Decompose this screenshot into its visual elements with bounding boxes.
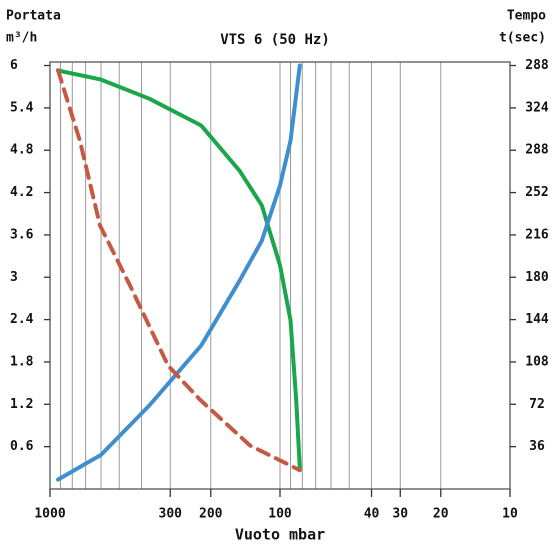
y2-tick-label: 36 [529, 439, 545, 454]
y2-tick-label: 288 [525, 143, 549, 158]
x-tick-label: 300 [159, 507, 183, 522]
y-label-1: Portata [6, 9, 61, 24]
series-line [56, 68, 302, 473]
x-tick-label: 20 [433, 507, 449, 522]
y2-tick-label: 72 [529, 397, 545, 412]
y-tick-label: 4.8 [10, 143, 34, 158]
y-tick-label: 3 [10, 270, 18, 285]
x-tick-label: 40 [364, 507, 380, 522]
y2-label-1: Tempo [507, 9, 546, 24]
y2-tick-label: 144 [525, 312, 549, 327]
x-tick-label: 10 [502, 507, 518, 522]
x-tick-label: 200 [199, 507, 223, 522]
y-tick-label: 2.4 [10, 312, 34, 327]
y2-tick-label: 180 [525, 270, 549, 285]
y2-tick-label: 288 [525, 58, 549, 73]
y-tick-label: 6 [10, 58, 18, 73]
x-tick-label: 1000 [34, 507, 65, 522]
series-line [56, 63, 302, 482]
y-tick-label: 3.6 [10, 227, 34, 242]
y2-tick-label: 324 [525, 100, 549, 115]
chart-title: VTS 6 (50 Hz) [220, 32, 330, 48]
x-tick-label: 30 [392, 507, 408, 522]
x-label: Vuoto mbar [235, 526, 325, 544]
y2-tick-label: 216 [525, 227, 549, 242]
x-tick-label: 100 [268, 507, 292, 522]
series-line [56, 68, 302, 470]
y-label-2: m³/h [6, 31, 37, 46]
y-tick-label: 5.4 [10, 100, 34, 115]
y-tick-label: 1.8 [10, 354, 34, 369]
y-tick-label: 0.6 [10, 439, 34, 454]
y2-tick-label: 252 [525, 185, 548, 200]
y2-tick-label: 108 [525, 354, 549, 369]
y-tick-label: 4.2 [10, 185, 33, 200]
y-tick-label: 1.2 [10, 397, 33, 412]
y2-label-2: t(sec) [499, 31, 546, 46]
